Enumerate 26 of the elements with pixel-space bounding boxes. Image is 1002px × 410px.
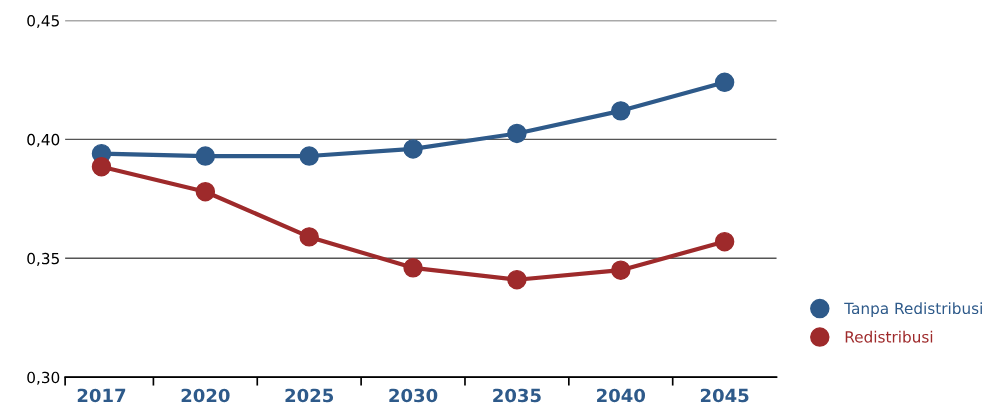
y-tick-label: 0,40 <box>27 133 60 147</box>
x-tick-label: 2020 <box>181 388 230 403</box>
y-tick-label: 0,35 <box>27 252 59 266</box>
point <box>714 72 735 93</box>
x-tick-label: 2035 <box>493 388 541 403</box>
point <box>714 231 735 252</box>
point <box>403 258 423 278</box>
point <box>195 146 216 166</box>
x-tick-label: 2045 <box>700 388 749 403</box>
point <box>299 227 319 247</box>
point <box>91 157 112 177</box>
x-tick-label: 2030 <box>389 388 438 403</box>
point <box>507 269 527 290</box>
point <box>611 101 631 121</box>
point <box>507 123 527 144</box>
point <box>403 139 423 159</box>
legend-label: Redistribusi <box>845 330 933 343</box>
point <box>195 181 216 202</box>
point <box>611 260 631 280</box>
x-tick-label: 2040 <box>597 388 646 403</box>
y-tick-label: 0,45 <box>27 14 59 29</box>
x-tick-label: 2025 <box>285 388 334 403</box>
y-tick-label: 0,30 <box>27 371 60 385</box>
point <box>299 146 319 166</box>
x-tick-label: 2017 <box>77 388 126 403</box>
legend-label: Tanpa Redistribusi <box>844 302 982 318</box>
